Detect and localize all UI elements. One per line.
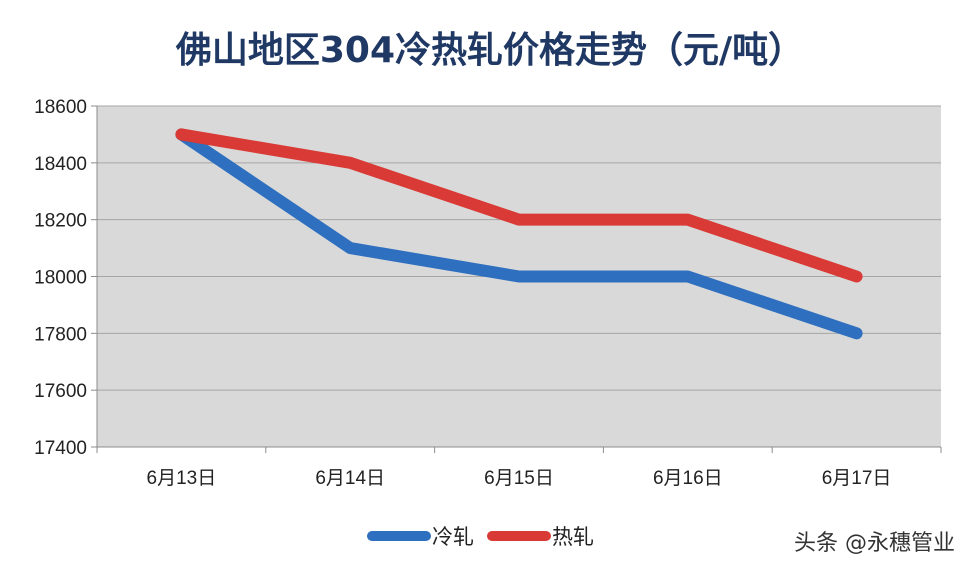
legend: 冷轧 热轧: [367, 525, 594, 549]
chart-title: 佛山地区304冷热轧价格走势（元/吨）: [175, 30, 804, 71]
y-tick-label: 18400: [34, 154, 87, 175]
series-lines: [175, 128, 863, 340]
series-line-1: [175, 128, 863, 283]
legend-label-0: 冷轧: [432, 525, 474, 549]
y-axis-ticks: 17400 17600 17800 18000 18200 18400 18600: [34, 97, 87, 459]
y-tick-label: 18600: [34, 97, 87, 118]
series-line-0: [175, 128, 863, 340]
legend-label-1: 热轧: [552, 525, 594, 549]
x-tick-label: 6月15日: [484, 468, 554, 489]
y-tick-label: 18200: [34, 211, 87, 232]
y-tick-label: 17600: [34, 381, 87, 402]
y-tick-label: 17400: [34, 438, 87, 459]
x-tick-label: 6月17日: [822, 468, 892, 489]
watermark: 头条 @永穗管业: [794, 531, 955, 556]
gridlines: [91, 105, 942, 453]
x-tick-label: 6月16日: [653, 468, 723, 489]
y-tick-label: 18000: [34, 268, 87, 289]
x-axis-ticks: 6月13日 6月14日 6月15日 6月16日 6月17日: [147, 468, 892, 489]
y-tick-label: 17800: [34, 324, 87, 345]
x-tick-label: 6月13日: [147, 468, 217, 489]
x-tick-label: 6月14日: [315, 468, 385, 489]
